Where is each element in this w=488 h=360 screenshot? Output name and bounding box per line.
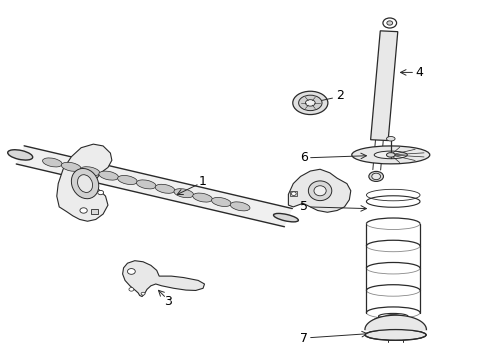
Ellipse shape xyxy=(382,18,396,28)
Text: 5: 5 xyxy=(299,201,307,213)
Text: 3: 3 xyxy=(164,296,172,309)
Ellipse shape xyxy=(136,180,156,189)
Ellipse shape xyxy=(298,95,322,111)
Ellipse shape xyxy=(368,171,383,181)
Ellipse shape xyxy=(373,151,407,159)
Ellipse shape xyxy=(387,333,402,339)
Polygon shape xyxy=(370,31,397,140)
Ellipse shape xyxy=(71,168,99,199)
Ellipse shape xyxy=(61,162,81,171)
Ellipse shape xyxy=(292,91,327,114)
Text: 7: 7 xyxy=(299,332,307,345)
Ellipse shape xyxy=(313,186,325,196)
Ellipse shape xyxy=(141,292,145,295)
Ellipse shape xyxy=(371,173,380,180)
Polygon shape xyxy=(288,169,350,212)
Ellipse shape xyxy=(305,100,315,106)
Polygon shape xyxy=(16,146,292,227)
Ellipse shape xyxy=(211,197,231,207)
Ellipse shape xyxy=(118,175,137,185)
Ellipse shape xyxy=(98,190,103,195)
Ellipse shape xyxy=(372,316,413,327)
Ellipse shape xyxy=(127,269,135,274)
Ellipse shape xyxy=(80,167,100,176)
Ellipse shape xyxy=(382,319,403,324)
Text: 4: 4 xyxy=(414,66,422,79)
Ellipse shape xyxy=(351,146,429,164)
Text: 6: 6 xyxy=(300,151,307,164)
Ellipse shape xyxy=(365,329,425,340)
Ellipse shape xyxy=(42,158,62,167)
Ellipse shape xyxy=(230,202,249,211)
Ellipse shape xyxy=(386,21,392,25)
Polygon shape xyxy=(91,209,98,214)
Ellipse shape xyxy=(174,189,193,198)
Ellipse shape xyxy=(273,213,298,222)
Ellipse shape xyxy=(8,150,33,160)
Text: 1: 1 xyxy=(199,175,206,188)
Ellipse shape xyxy=(308,181,331,201)
Ellipse shape xyxy=(291,192,296,195)
Text: 2: 2 xyxy=(335,89,343,102)
Ellipse shape xyxy=(129,288,134,291)
Ellipse shape xyxy=(80,208,87,213)
Ellipse shape xyxy=(155,184,175,193)
Ellipse shape xyxy=(386,136,394,141)
Ellipse shape xyxy=(99,171,118,180)
Ellipse shape xyxy=(192,193,212,202)
Polygon shape xyxy=(122,261,204,297)
Polygon shape xyxy=(290,192,297,196)
Polygon shape xyxy=(57,144,112,221)
Ellipse shape xyxy=(78,175,92,193)
Ellipse shape xyxy=(386,153,394,157)
